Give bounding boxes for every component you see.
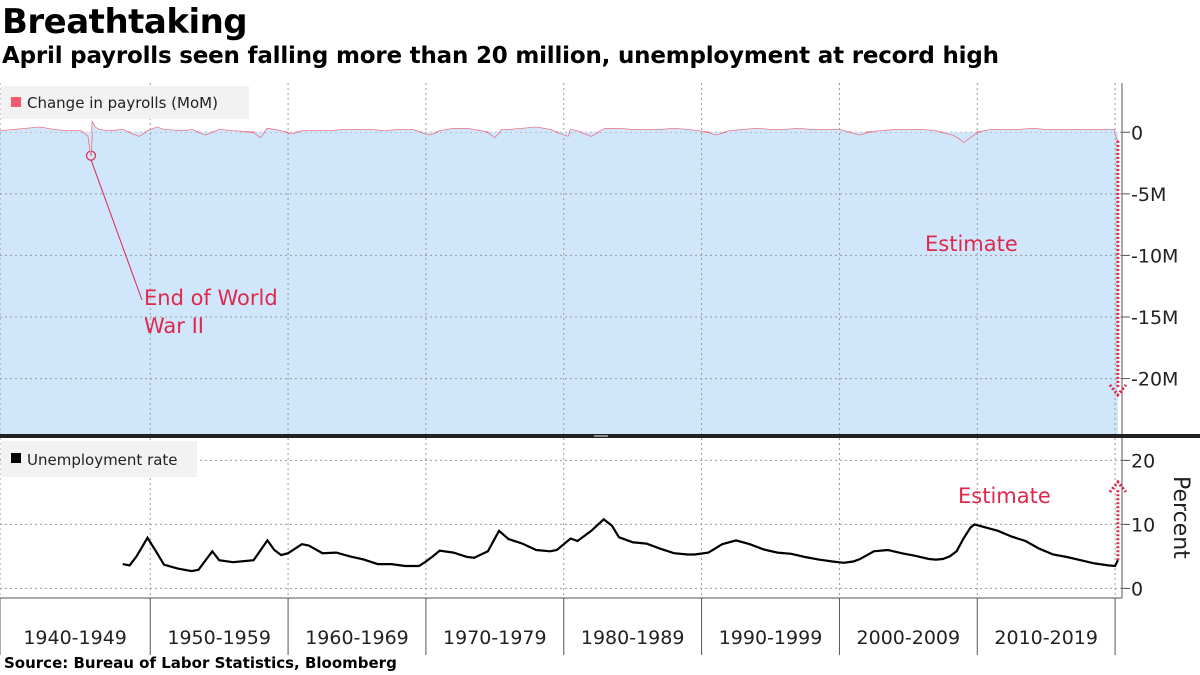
- payrolls-area-fill: [0, 132, 1118, 434]
- payrolls-legend-box: [1, 86, 249, 119]
- payrolls-y-tick-label: -10M: [1131, 245, 1178, 267]
- payrolls-panel: 0 -5M -10M -15M -20M Change in payrolls (MoM…: [0, 83, 1178, 434]
- x-axis: 1940-1949 1950-1959 1960-1969 1970-1979 1980…: [0, 597, 1122, 655]
- payrolls-estimate-arrowhead: [1108, 383, 1128, 398]
- unemployment-legend-swatch: [11, 453, 21, 463]
- unemployment-legend-label: Unemployment rate: [27, 451, 178, 469]
- x-axis-label: 1980-1989: [581, 627, 685, 649]
- payrolls-area-positive: [0, 122, 1118, 156]
- unemployment-estimate-arrowhead: [1108, 479, 1128, 493]
- unemployment-gridlines: [0, 438, 1130, 598]
- unemployment-y-tick-label: 20: [1131, 450, 1155, 472]
- payrolls-y-axis: 0 -5M -10M -15M -20M: [1122, 122, 1178, 391]
- x-axis-label: 1990-1999: [719, 627, 823, 649]
- x-axis-label: 1970-1979: [443, 627, 547, 649]
- payrolls-y-tick-label: -15M: [1131, 307, 1178, 329]
- unemployment-y-tick-label: 10: [1131, 514, 1155, 536]
- payrolls-legend-swatch: [11, 97, 21, 107]
- unemployment-panel: 0 10 20 Unemployment rate Percent Estimate: [0, 438, 1193, 600]
- x-axis-label: 2010-2019: [994, 627, 1098, 649]
- ww2-annotation-leader: [90, 159, 143, 301]
- ww2-annotation-label-line2: War II: [144, 314, 204, 338]
- payrolls-legend-label: Change in payrolls (MoM): [27, 94, 218, 112]
- unemployment-estimate-label: Estimate: [958, 484, 1051, 508]
- unemployment-estimate: Estimate: [958, 479, 1128, 561]
- payrolls-y-tick-label: -5M: [1131, 184, 1166, 206]
- x-axis-label: 1940-1949: [23, 627, 127, 649]
- payrolls-y-tick-label: -20M: [1131, 369, 1178, 391]
- ww2-annotation-label-line1: End of World: [144, 286, 278, 310]
- unemployment-y-axis: 0 10 20: [1122, 450, 1155, 600]
- chart-title: Breathtaking: [2, 2, 248, 42]
- payrolls-legend: Change in payrolls (MoM): [1, 86, 249, 119]
- x-axis-label: 1960-1969: [305, 627, 409, 649]
- ww2-annotation: End of World War II: [85, 150, 278, 338]
- payrolls-estimate: Estimate: [925, 140, 1128, 398]
- source-note: Source: Bureau of Labor Statistics, Bloo…: [4, 654, 397, 672]
- unemployment-y-tick-label: 0: [1131, 578, 1143, 600]
- payrolls-estimate-label: Estimate: [925, 232, 1018, 256]
- x-axis-label: 1950-1959: [167, 627, 271, 649]
- x-axis-label: 2000-2009: [857, 627, 961, 649]
- unemployment-y-axis-label: Percent: [1168, 476, 1193, 559]
- unemployment-line: [122, 517, 1119, 573]
- payrolls-y-tick-label: 0: [1131, 122, 1143, 144]
- unemployment-legend: Unemployment rate: [1, 441, 197, 477]
- chart-subtitle: April payrolls seen falling more than 20…: [2, 43, 999, 69]
- panel-divider-grip: [594, 435, 608, 437]
- unemployment-legend-box: [1, 441, 197, 477]
